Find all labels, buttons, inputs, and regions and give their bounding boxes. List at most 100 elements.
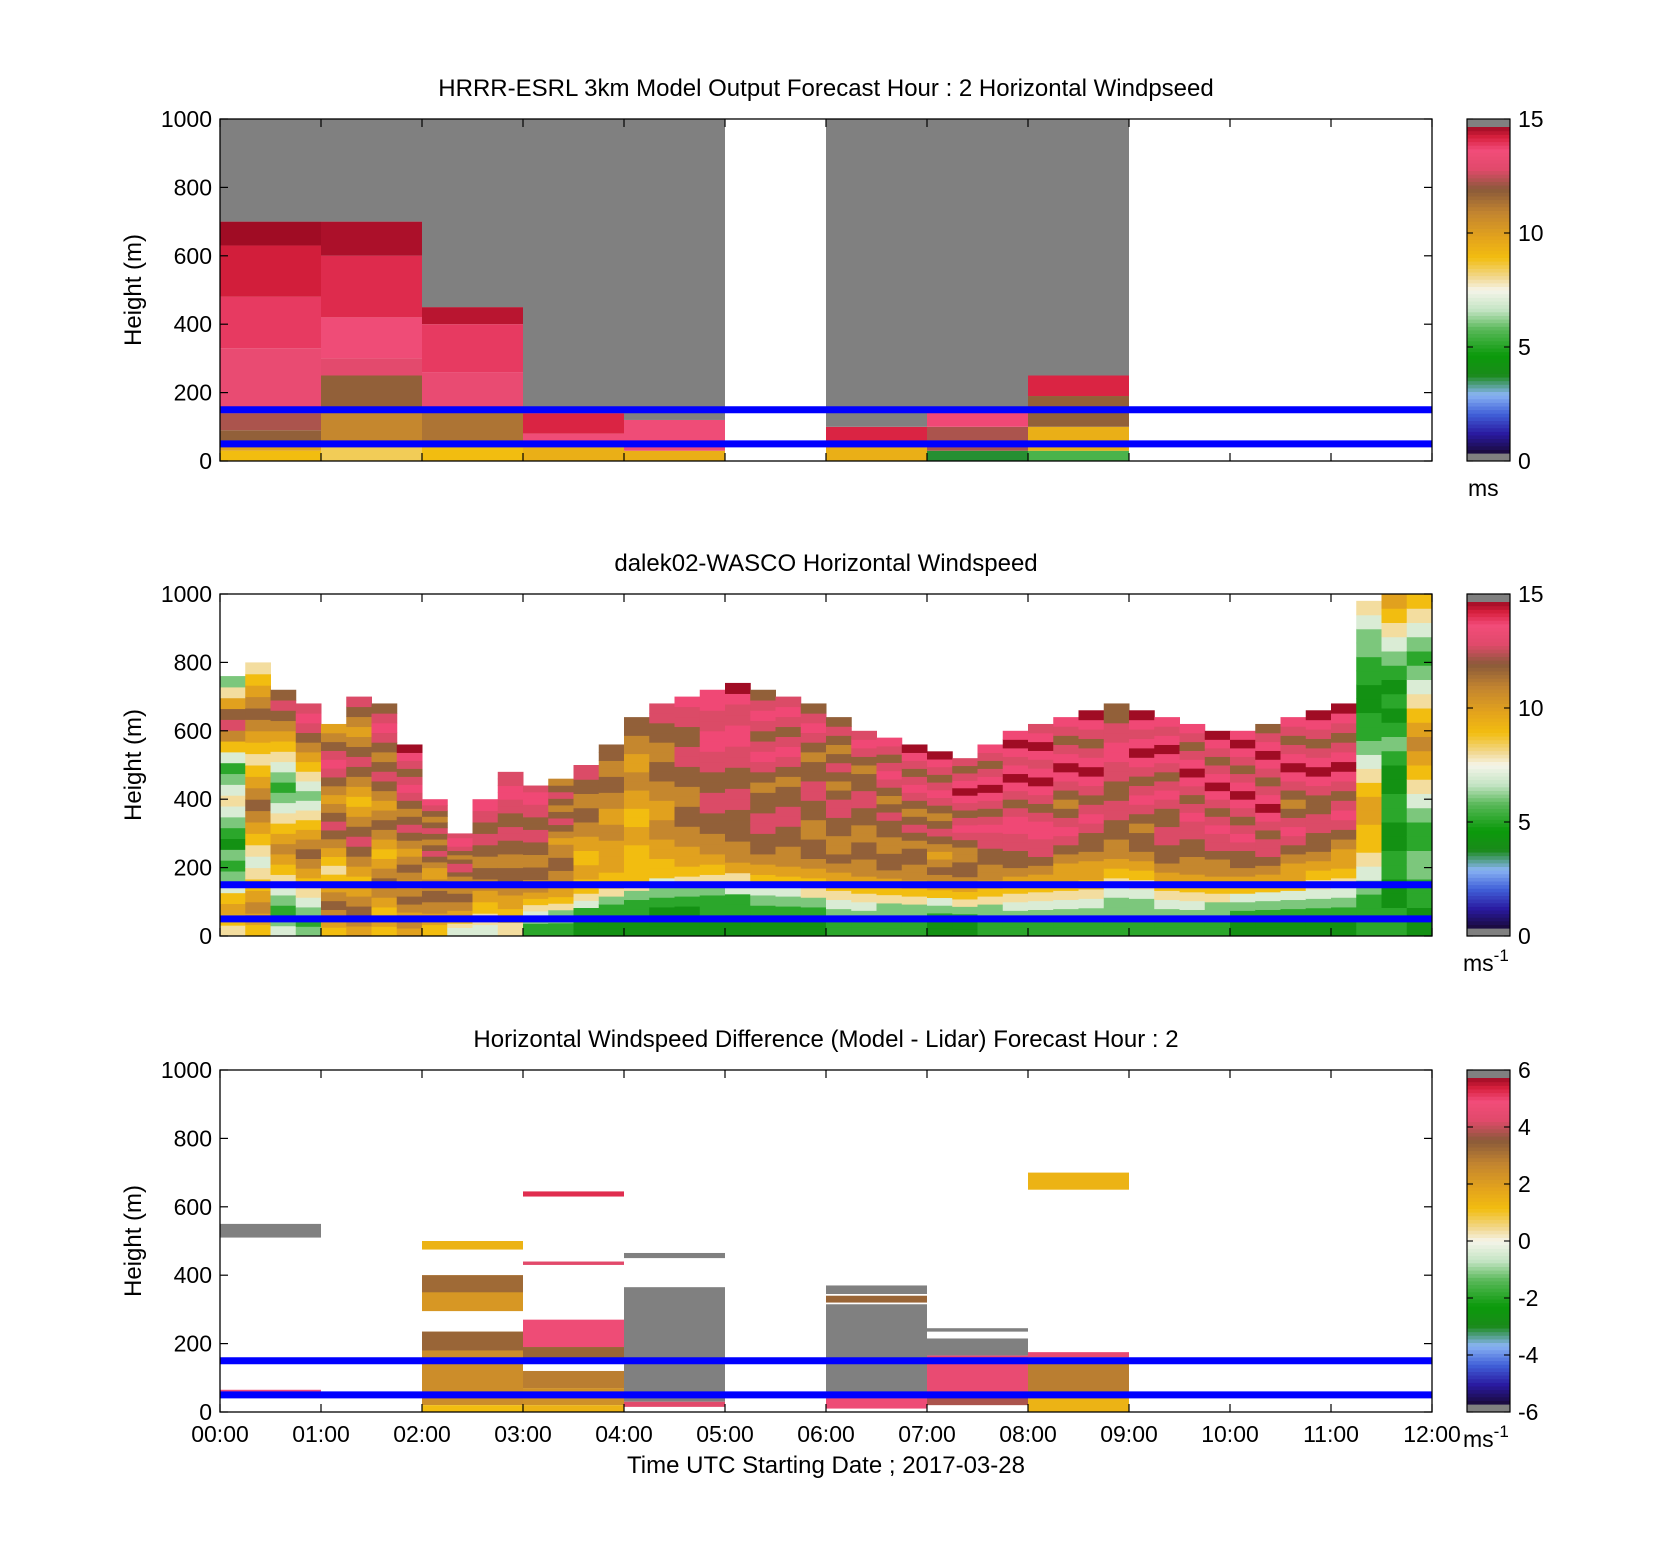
heatmap-cell (321, 750, 347, 760)
heatmap-cell (1028, 759, 1054, 769)
heatmap-cell (422, 799, 448, 806)
heatmap-cell (220, 445, 321, 451)
heatmap-cell (497, 888, 524, 896)
heatmap-cell (1103, 829, 1130, 840)
heatmap-cell (674, 736, 701, 747)
colorbar-swatch (1467, 1106, 1510, 1112)
heatmap-cell (876, 754, 903, 763)
heatmap-cell (1280, 908, 1307, 919)
heatmap-cell (447, 888, 473, 894)
colorbar-swatch (1467, 605, 1510, 610)
x-tick-label: 07:00 (898, 1421, 956, 1447)
x-tick-label: 02:00 (393, 1421, 451, 1447)
heatmap-cell (649, 742, 675, 753)
colorbar-swatch (1467, 1302, 1510, 1307)
heatmap-cell (1204, 884, 1231, 894)
colorbar-swatch (1467, 812, 1510, 817)
heatmap-cell (952, 891, 978, 900)
colorbar-swatch (1467, 387, 1510, 393)
colorbar-swatch (1467, 634, 1510, 639)
heatmap-cell (901, 920, 928, 929)
heatmap-cell (548, 778, 574, 786)
heatmap-cell (270, 874, 297, 886)
heatmap-cell (396, 920, 423, 929)
heatmap-cell (750, 730, 776, 742)
heatmap-cell (598, 920, 625, 929)
colorbar-swatch (1467, 906, 1510, 911)
heatmap-cell (750, 751, 776, 763)
heatmap-cell (245, 810, 271, 823)
heatmap-cell (775, 766, 802, 777)
colorbar-swatch (1467, 1132, 1510, 1137)
colorbar-swatch (1467, 1306, 1510, 1311)
colorbar-swatch (1467, 645, 1510, 650)
heatmap-cell (1078, 841, 1105, 852)
heatmap-cell (952, 898, 978, 907)
heatmap-cell (1053, 726, 1079, 736)
colorbar-swatch (1467, 703, 1510, 708)
heatmap-cell (1129, 813, 1155, 824)
heatmap-cell (901, 864, 928, 873)
colorbar-swatch (1467, 358, 1510, 364)
heatmap-cell (901, 784, 928, 793)
heatmap-cell (472, 930, 499, 937)
heatmap-cell (927, 866, 953, 875)
heatmap-cell (396, 848, 423, 857)
heatmap-cell (699, 782, 726, 793)
heatmap-cell (245, 708, 271, 720)
heatmap-cell (447, 901, 473, 907)
colorbar-swatch (1467, 754, 1510, 759)
heatmap-cell (1230, 876, 1256, 886)
heatmap-cell (775, 736, 802, 747)
heatmap-cell (1381, 822, 1408, 837)
colorbar-swatch (1467, 678, 1510, 683)
heatmap-cell (901, 928, 928, 937)
heatmap-cell (1204, 782, 1231, 792)
heatmap-cell (422, 119, 523, 308)
heatmap-cell (295, 761, 322, 772)
heatmap-cell (220, 221, 321, 246)
colorbar-swatch (1467, 1168, 1510, 1173)
heatmap-cell (1129, 710, 1155, 721)
heatmap-cell (1154, 863, 1180, 873)
colorbar-swatch (1467, 286, 1510, 291)
colorbar-swatch (1467, 1385, 1510, 1391)
heatmap-cell (295, 887, 322, 898)
chart-title: Horizontal Windspeed Difference (Model -… (473, 1026, 1178, 1053)
colorbar-swatch (1467, 761, 1510, 766)
colorbar-swatch (1467, 1291, 1510, 1296)
colorbar-swatch (1467, 1183, 1510, 1188)
heatmap-cell (1103, 761, 1130, 772)
colorbar-swatch (1467, 891, 1510, 896)
heatmap-cell (1154, 872, 1180, 882)
heatmap-cell (649, 868, 675, 879)
heatmap-cell (447, 923, 473, 928)
heatmap-cell (800, 751, 827, 763)
heatmap-cell (1179, 741, 1206, 751)
colorbar-swatch (1467, 1295, 1510, 1300)
heatmap-cell (1204, 756, 1231, 766)
heatmap-cell (1154, 899, 1180, 910)
heatmap-cell (598, 888, 625, 897)
heatmap-cell (750, 802, 776, 814)
heatmap-cell (1255, 865, 1281, 875)
colorbar-swatch (1467, 866, 1510, 871)
heatmap-cell (472, 844, 499, 851)
heatmap-cell (1103, 897, 1130, 908)
heatmap-cell (699, 884, 726, 896)
colorbar-swatch (1467, 1154, 1510, 1159)
colorbar-swatch (1467, 826, 1510, 831)
colorbar-swatch (1467, 790, 1510, 795)
x-tick-label: 11:00 (1303, 1421, 1359, 1447)
heatmap-cell (1406, 836, 1433, 851)
heatmap-cell (321, 447, 422, 461)
heatmap-cell (1103, 771, 1130, 782)
heatmap-cell (649, 858, 675, 869)
heatmap-cell (1406, 822, 1433, 837)
heatmap-cell (927, 905, 953, 914)
colorbar-swatch (1467, 1356, 1510, 1362)
heatmap-cell (1179, 865, 1206, 875)
heatmap-cell (321, 759, 347, 769)
heatmap-cell (497, 833, 524, 841)
